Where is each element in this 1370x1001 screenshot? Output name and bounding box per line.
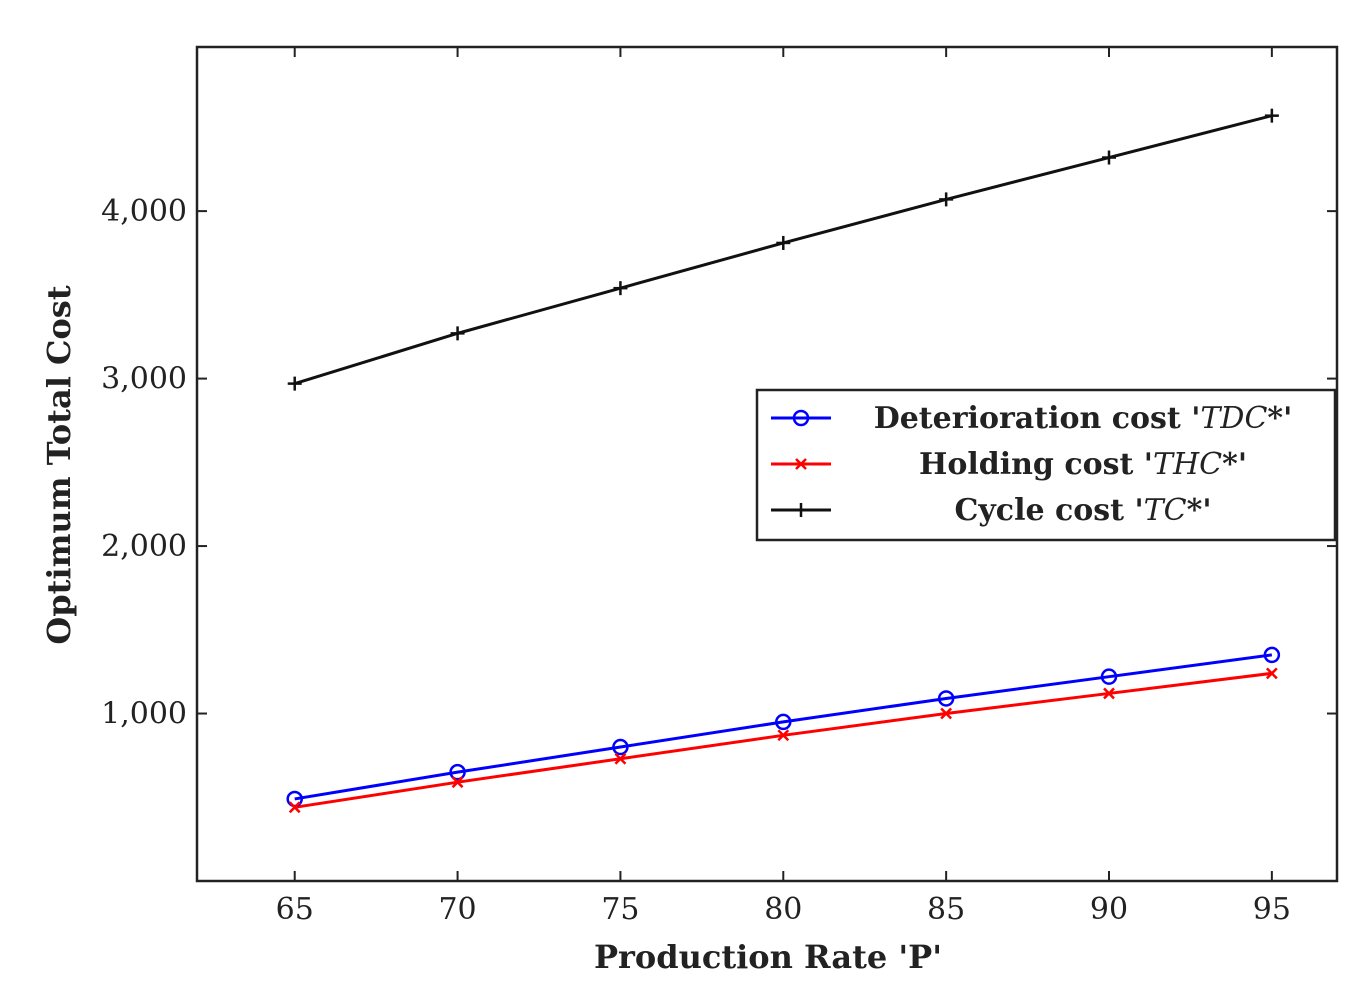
data-point-2 [1265, 667, 1278, 680]
data-point-1 [1100, 668, 1118, 685]
data-point-2 [288, 801, 301, 814]
y-tick-label: 3,000 [101, 362, 187, 397]
data-point-3 [450, 326, 465, 341]
series-markers [286, 108, 1281, 814]
legend-label: Cycle cost 'TC*' [955, 493, 1212, 528]
data-point-3 [1102, 150, 1116, 165]
y-axis-title: Optimum Total Cost [40, 285, 78, 644]
y-tick-label: 4,000 [101, 194, 187, 229]
data-point-2 [940, 707, 953, 720]
legend-swatch-marker [794, 503, 808, 517]
y-tick-label: 1,000 [101, 697, 187, 732]
legend-entry-3: Cycle cost 'TC*' [771, 493, 1212, 528]
legend: Deterioration cost 'TDC*' Holding cost 'T… [755, 388, 1337, 542]
data-point-1 [1263, 646, 1281, 664]
data-point-3 [776, 235, 791, 250]
data-point-3 [613, 281, 628, 296]
data-point-1 [937, 690, 955, 707]
x-tick-label: 95 [1253, 892, 1291, 927]
legend-label: Holding cost 'THC*' [919, 447, 1247, 482]
series-line-2 [294, 671, 1273, 809]
x-tick-label: 85 [927, 892, 965, 927]
data-point-2 [777, 729, 790, 742]
data-point-1 [612, 738, 629, 756]
x-tick-label: 90 [1090, 892, 1128, 927]
plot-frame [195, 45, 1339, 883]
legend-swatch-marker [795, 458, 807, 470]
data-point-2 [614, 752, 627, 765]
legend-label: Deterioration cost 'TDC*' [874, 401, 1293, 436]
series-line-1 [294, 653, 1273, 801]
data-point-3 [1264, 108, 1279, 123]
plot-area-border [195, 45, 1339, 883]
x-tick-label: 80 [764, 892, 802, 927]
legend-box [755, 388, 1337, 542]
legend-entry-2: Holding cost 'THC*' [771, 447, 1247, 482]
legend-entry-1: Deterioration cost 'TDC*' [771, 401, 1292, 436]
data-point-3 [287, 376, 302, 391]
data-point-2 [1103, 687, 1115, 700]
x-tick-label: 75 [601, 892, 639, 927]
x-tick-label: 70 [438, 892, 476, 927]
axis-ticks: 65 70 75 80 85 90 95 1,000 2,000 3,000 4,000 [101, 47, 1337, 927]
y-tick-label: 2,000 [101, 529, 187, 564]
x-tick-label: 65 [276, 892, 314, 927]
data-point-3 [939, 192, 954, 207]
data-point-1 [775, 713, 792, 731]
x-axis-title: Production Rate 'P' [594, 938, 942, 976]
data-point-1 [449, 763, 466, 781]
data-point-2 [451, 776, 464, 789]
legend-swatch-marker [792, 409, 810, 427]
